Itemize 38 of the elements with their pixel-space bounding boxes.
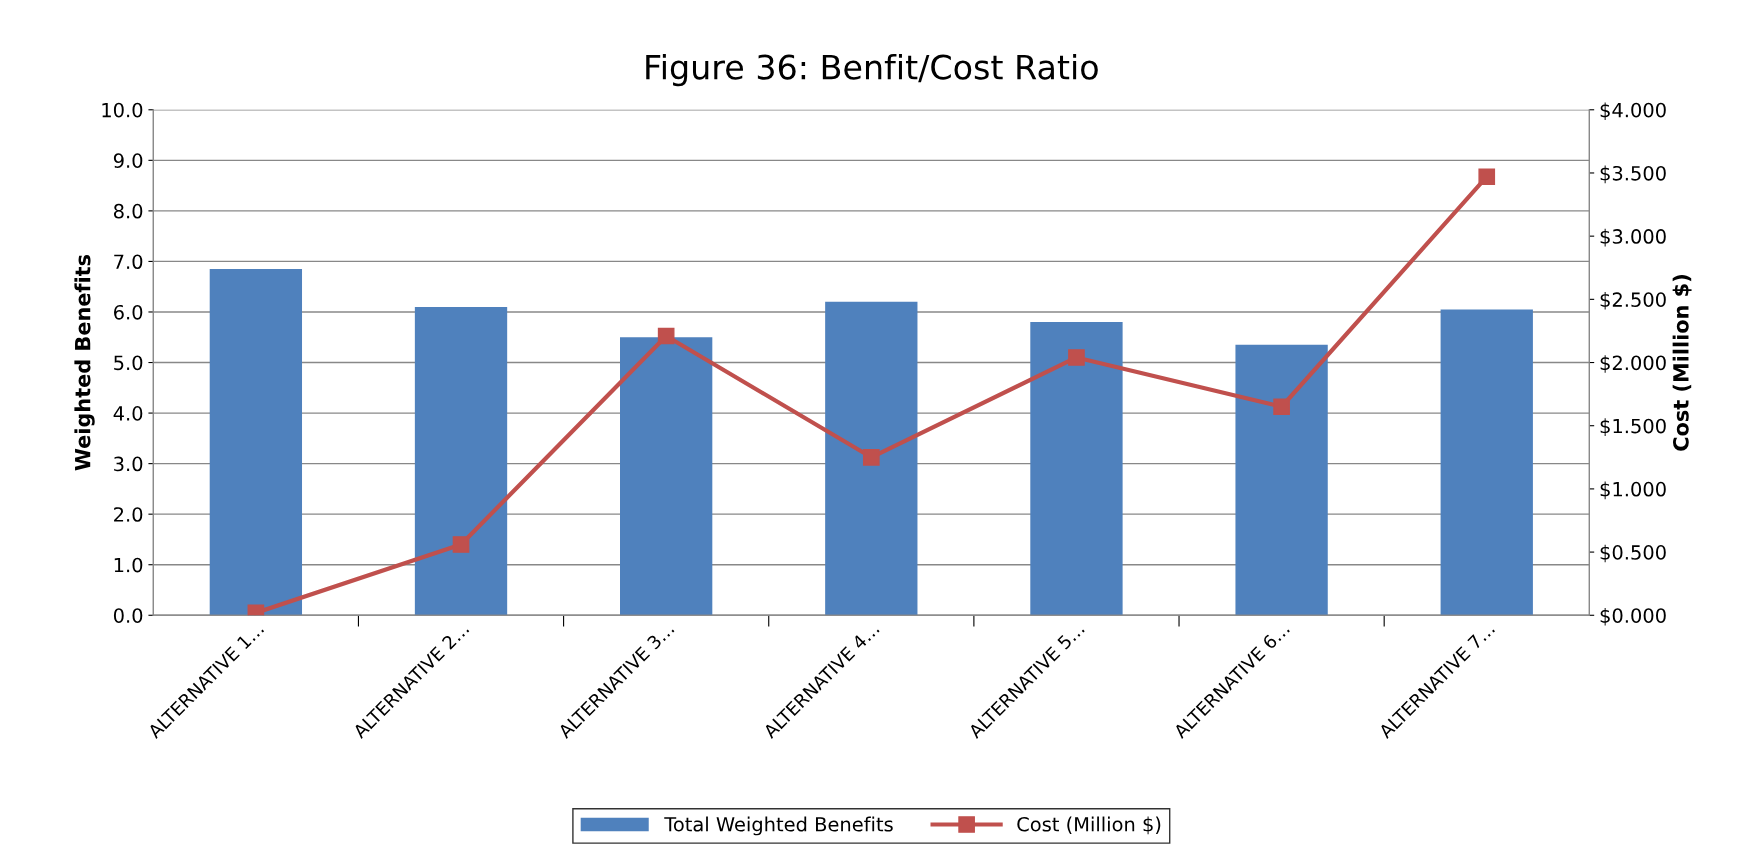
y-tick-label: 10.0 [102,102,143,118]
y-tick-label: 7.0 [114,254,143,270]
legend-label: Cost (Million $) [1017,816,1161,835]
point [1273,398,1290,416]
y-tick-label: 3.0 [114,456,143,472]
y-axis-title: Weighted Benefits [74,255,95,471]
y-tick-label: 6.0 [114,304,143,320]
y-tick-label: 5.0 [114,355,143,371]
y-tick-label: 1.0 [114,557,143,573]
y2-tick-label: $2.000 [1600,355,1666,373]
bar [825,301,918,616]
point [657,327,675,345]
legend-label: Total Weighted Benefits [664,816,893,836]
y2-tick-label: $3.500 [1600,165,1666,184]
bar [1030,322,1123,616]
y2-tick-label: $1.500 [1600,418,1666,436]
y2-tick-label: $0.000 [1600,607,1666,626]
point [862,448,880,466]
y2-axis-title: Cost (Million $) [1672,275,1692,451]
bar [1235,344,1328,616]
y2-tick-label: $1.000 [1600,481,1666,500]
bar [209,269,303,616]
y2-tick-label: $0.500 [1600,544,1666,563]
bar [1440,309,1533,616]
y-tick-label: 0.0 [113,608,143,623]
point [452,536,470,553]
y2-tick-label: $4.000 [1600,102,1666,121]
chart-title: Figure 36: Benfit/Cost Ratio [646,53,1098,87]
point [1478,168,1496,186]
y-tick-label: 2.0 [114,507,143,522]
bar [414,306,508,616]
bar [620,337,713,616]
y-tick-label: 8.0 [113,203,143,219]
y-tick-label: 9.0 [113,153,143,168]
y2-tick-label: $2.500 [1600,291,1666,310]
y-tick-label: 4.0 [113,406,143,421]
y2-tick-label: $3.000 [1600,228,1666,247]
point [1068,349,1085,366]
